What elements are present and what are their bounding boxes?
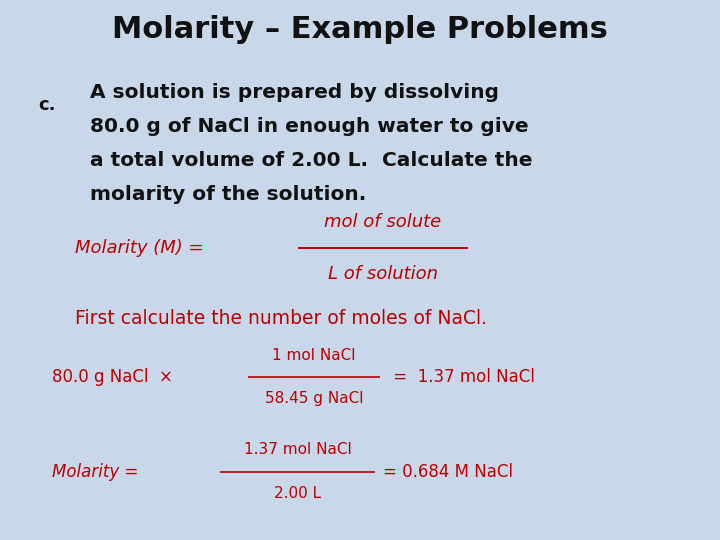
Text: 2.00 L: 2.00 L <box>274 487 321 502</box>
Text: 80.0 g of NaCl in enough water to give: 80.0 g of NaCl in enough water to give <box>90 117 528 136</box>
Text: L of solution: L of solution <box>328 265 438 283</box>
Text: a total volume of 2.00 L.  Calculate the: a total volume of 2.00 L. Calculate the <box>90 151 533 170</box>
Text: 1 mol NaCl: 1 mol NaCl <box>272 348 356 362</box>
Text: First calculate the number of moles of NaCl.: First calculate the number of moles of N… <box>75 308 487 327</box>
Text: A solution is prepared by dissolving: A solution is prepared by dissolving <box>90 83 499 102</box>
Text: = 0.684 M NaCl: = 0.684 M NaCl <box>383 463 513 481</box>
Text: molarity of the solution.: molarity of the solution. <box>90 185 366 204</box>
Text: 1.37 mol NaCl: 1.37 mol NaCl <box>243 442 351 457</box>
Text: mol of solute: mol of solute <box>325 213 441 231</box>
Text: Molarity – Example Problems: Molarity – Example Problems <box>112 16 608 44</box>
Text: c.: c. <box>38 96 55 114</box>
Text: Molarity =: Molarity = <box>52 463 143 481</box>
Text: 80.0 g NaCl  ×: 80.0 g NaCl × <box>52 368 173 386</box>
Text: Molarity (M) =: Molarity (M) = <box>75 239 210 257</box>
Text: 58.45 g NaCl: 58.45 g NaCl <box>265 392 364 407</box>
Text: =  1.37 mol NaCl: = 1.37 mol NaCl <box>388 368 535 386</box>
